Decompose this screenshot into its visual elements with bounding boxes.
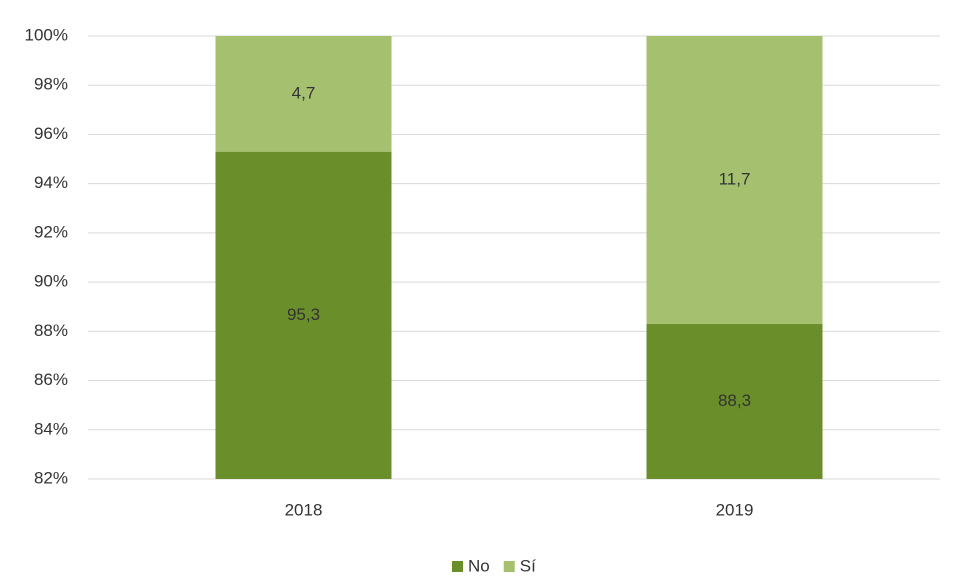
- y-tick-label: 92%: [34, 222, 68, 241]
- y-tick-label: 84%: [34, 419, 68, 438]
- data-label: 4,7: [292, 83, 316, 102]
- y-tick-label: 100%: [25, 25, 68, 44]
- legend-label: No: [468, 556, 490, 575]
- y-tick-label: 86%: [34, 370, 68, 389]
- data-label: 88,3: [718, 391, 751, 410]
- y-tick-label: 90%: [34, 272, 68, 291]
- data-label: 95,3: [287, 305, 320, 324]
- data-label: 11,7: [719, 169, 751, 188]
- bar-segment: [646, 36, 823, 324]
- y-tick-label: 98%: [34, 75, 68, 94]
- y-tick-label: 88%: [34, 321, 68, 340]
- y-tick-label: 82%: [34, 468, 68, 487]
- bar-segment: [215, 36, 392, 152]
- x-tick-label: 2018: [285, 500, 323, 519]
- x-tick-label: 2019: [716, 500, 754, 519]
- legend-label: Sí: [520, 556, 536, 575]
- y-tick-label: 94%: [34, 173, 68, 192]
- y-tick-label: 96%: [34, 124, 68, 143]
- legend-swatch: [452, 561, 463, 572]
- legend-swatch: [503, 561, 515, 572]
- bar-segment: [215, 151, 392, 479]
- bar-segment: [646, 323, 823, 479]
